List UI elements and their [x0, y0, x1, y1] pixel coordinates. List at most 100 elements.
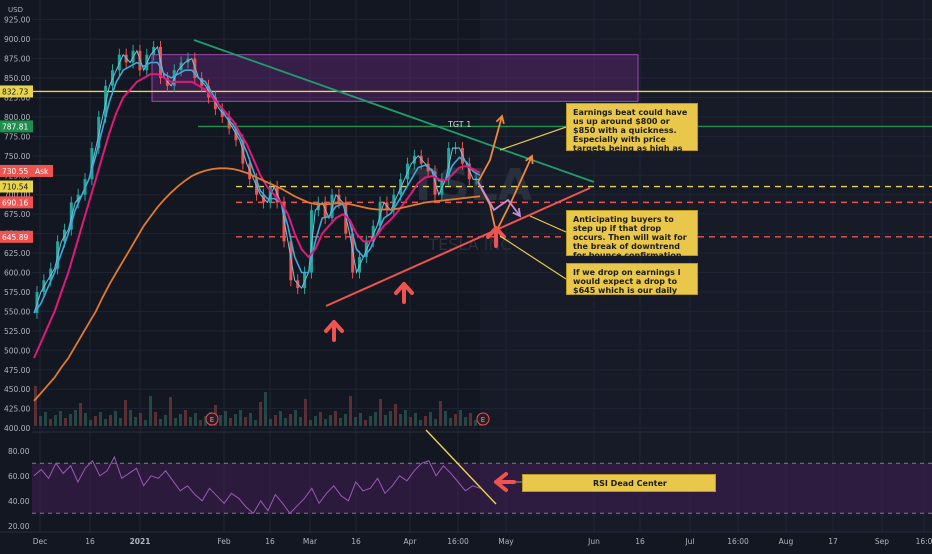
volume-bar-73: [399, 414, 402, 426]
volume-bar-60: [334, 411, 337, 426]
price-tag-2: 730.55: [2, 167, 28, 176]
y-tick-label-18: 850.00: [4, 74, 30, 83]
volume-bar-53: [299, 417, 302, 426]
volume-bar-72: [394, 404, 397, 426]
earnings-marker-1: [476, 412, 490, 426]
volume-bar-78: [424, 416, 427, 426]
volume-bar-25: [159, 419, 162, 426]
volume-bar-61: [339, 418, 342, 426]
price-tag-4: 710.54: [2, 183, 28, 192]
volume-bar-27: [169, 397, 172, 426]
earnings-marker-0: [205, 412, 219, 426]
volume-bar-62: [344, 414, 347, 426]
price-tag-bg-5: [0, 196, 33, 209]
x-tick-label-14: Aug: [779, 537, 794, 546]
uptrend-support-line: [325, 187, 591, 307]
volume-bar-12: [94, 416, 97, 426]
volume-bar-71: [389, 411, 392, 426]
volume-bar-34: [204, 416, 207, 426]
volume-bar-74: [404, 410, 407, 426]
volume-bar-77: [419, 420, 422, 426]
volume-bar-63: [349, 396, 352, 426]
x-tick-label-9: May: [498, 537, 514, 546]
volume-bar-83: [449, 418, 452, 426]
y-tick-label-7: 575.00: [4, 288, 30, 297]
x-tick-label-15: 17: [828, 537, 838, 546]
volume-bar-85: [459, 410, 462, 426]
price-tag-bg-0: [0, 85, 33, 98]
volume-bar-2: [44, 412, 47, 426]
volume-bar-0: [34, 386, 37, 426]
series-price: [33, 45, 480, 314]
volume-bar-6: [64, 418, 67, 426]
volume-bar-84: [454, 414, 457, 426]
volume-bar-54: [304, 399, 307, 426]
x-tick-label-1: 16: [85, 537, 95, 546]
projection-path-2: [477, 181, 521, 217]
volume-bar-68: [374, 412, 377, 426]
volume-bar-21: [139, 413, 142, 426]
buy-arrow-1: [394, 282, 414, 304]
annotation-drop-support: If we drop on earnings I would expect a …: [566, 263, 698, 304]
volume-bar-86: [464, 417, 467, 426]
volume-bar-69: [379, 399, 382, 426]
volume-bar-49: [279, 411, 282, 426]
y-tick-label-17: 825.00: [4, 93, 30, 102]
volume-bar-23: [149, 396, 152, 426]
rsi-line: [33, 455, 481, 515]
volume-bar-87: [469, 413, 472, 426]
rsi-trendline: [425, 429, 497, 505]
volume-bar-42: [244, 417, 247, 426]
annotation-rsi: RSI Dead Center: [522, 474, 716, 492]
volume-bar-14: [104, 419, 107, 426]
volume-bar-41: [239, 410, 242, 426]
y-tick-label-21: 925.00: [4, 16, 30, 25]
x-tick-label-16: Sep: [875, 537, 889, 546]
y-tick-label-11: 675.00: [4, 210, 30, 219]
volume-bar-66: [364, 420, 367, 426]
volume-bar-33: [199, 420, 202, 426]
volume-bar-31: [189, 417, 192, 426]
volume-bar-20: [134, 417, 137, 426]
volume-bar-79: [429, 412, 432, 426]
volume-bar-80: [434, 419, 437, 426]
volume-bar-29: [179, 414, 182, 426]
candle-body-61: [454, 148, 458, 150]
annotation-buyers-step-up: Anticipating buyers to step up if that d…: [566, 210, 698, 260]
volume-bar-48: [274, 415, 277, 426]
callout-pointer-1: [529, 215, 567, 233]
earnings-marker-label-0: E: [210, 416, 214, 424]
earnings-marker-label-1: E: [481, 416, 485, 424]
rsi-tick-label-0: 20.00: [8, 522, 30, 531]
rsi-tick-label-3: 80.00: [8, 447, 30, 456]
x-tick-label-10: Jun: [587, 537, 600, 546]
volume-bar-51: [289, 414, 292, 426]
volume-bar-88: [474, 420, 477, 426]
volume-bar-3: [49, 419, 52, 426]
volume-bar-1: [39, 416, 42, 426]
price-tag-5: 690.16: [2, 198, 28, 207]
rsi-arrow: [494, 472, 516, 492]
series-sma_long: [33, 167, 481, 402]
volume-bar-37: [219, 415, 222, 426]
rsi-tick-label-2: 60.00: [8, 472, 30, 481]
x-tick-label-8: 16:00: [447, 537, 469, 546]
callout-pointer-0: [499, 126, 567, 151]
y-tick-label-16: 800.00: [4, 113, 30, 122]
price-tag-0: 832.73: [2, 87, 28, 96]
volume-bar-52: [294, 410, 297, 426]
y-tick-label-8: 600.00: [4, 269, 30, 278]
x-tick-label-6: 16: [351, 537, 361, 546]
y-tick-label-12: 700.00: [4, 191, 30, 200]
currency-label: USD: [8, 6, 23, 14]
volume-bar-57: [319, 412, 322, 426]
projection-arrowhead-0: [495, 114, 505, 124]
volume-bar-58: [324, 419, 327, 426]
volume-bar-76: [414, 413, 417, 426]
buy-arrow-2: [486, 226, 506, 248]
price-tag-bg-6: [0, 230, 33, 243]
volume-bar-45: [259, 402, 262, 426]
y-tick-label-1: 425.00: [4, 405, 30, 414]
